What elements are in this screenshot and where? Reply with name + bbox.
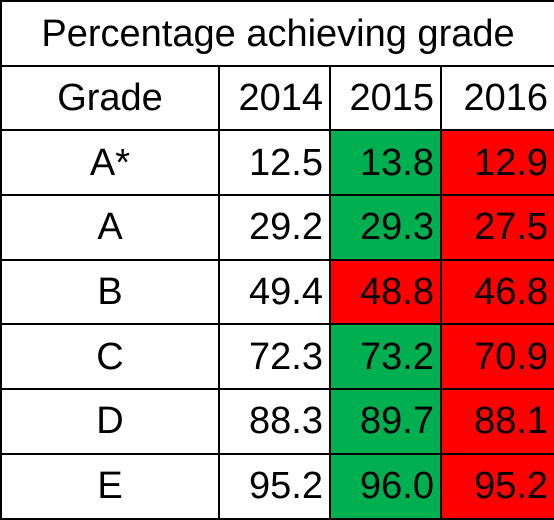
value-cell: 29.3 <box>329 194 442 261</box>
table-row: A* 12.5 13.8 12.9 <box>0 129 554 197</box>
value-cell: 13.8 <box>329 129 442 197</box>
value-cell: 48.8 <box>329 258 442 326</box>
grade-label: E <box>0 452 220 520</box>
grade-label: D <box>0 388 220 455</box>
header-year-2016: 2016 <box>439 64 554 132</box>
value-cell: 12.9 <box>439 129 554 197</box>
value-cell: 88.3 <box>218 388 331 455</box>
value-cell: 12.5 <box>218 129 331 197</box>
value-cell: 27.5 <box>439 194 554 261</box>
header-grade: Grade <box>0 64 220 132</box>
table-row: E 95.2 96.0 95.2 <box>0 452 554 520</box>
value-cell: 88.1 <box>439 388 554 455</box>
value-cell: 89.7 <box>329 388 442 455</box>
header-year-2015: 2015 <box>329 64 442 132</box>
table-row: C 72.3 73.2 70.9 <box>0 323 554 391</box>
grade-label: B <box>0 258 220 326</box>
header-row: Grade 2014 2015 2016 <box>0 64 554 132</box>
table-row: B 49.4 48.8 46.8 <box>0 258 554 326</box>
value-cell: 95.2 <box>218 452 331 520</box>
table-row: A 29.2 29.3 27.5 <box>0 194 554 261</box>
value-cell: 46.8 <box>439 258 554 326</box>
value-cell: 49.4 <box>218 258 331 326</box>
value-cell: 72.3 <box>218 323 331 391</box>
value-cell: 95.2 <box>439 452 554 520</box>
grade-label: A* <box>0 129 220 197</box>
title-row: Percentage achieving grade <box>0 0 554 67</box>
header-year-2014: 2014 <box>218 64 331 132</box>
grade-label: C <box>0 323 220 391</box>
value-cell: 73.2 <box>329 323 442 391</box>
table-title: Percentage achieving grade <box>0 0 554 67</box>
value-cell: 96.0 <box>329 452 442 520</box>
table-row: D 88.3 89.7 88.1 <box>0 388 554 455</box>
value-cell: 70.9 <box>439 323 554 391</box>
grade-label: A <box>0 194 220 261</box>
value-cell: 29.2 <box>218 194 331 261</box>
